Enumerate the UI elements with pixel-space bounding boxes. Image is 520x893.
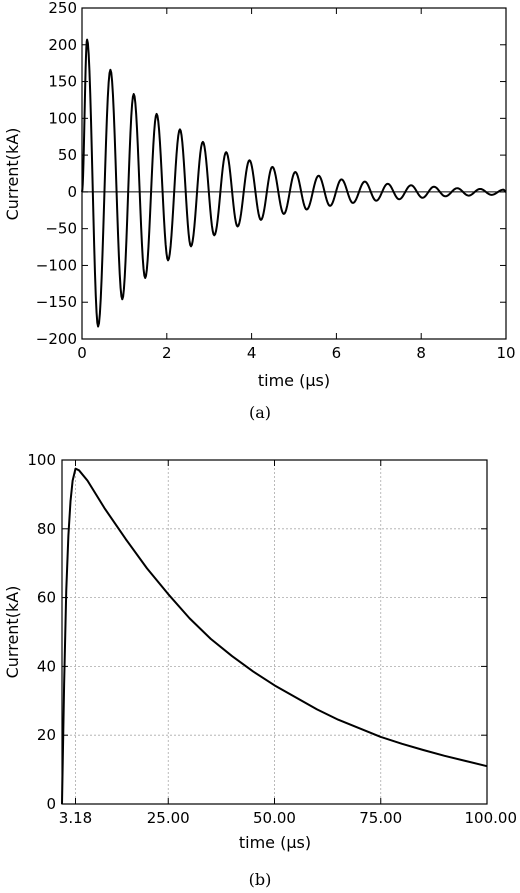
- chart-b-caption: (b): [249, 870, 272, 889]
- chart-b-xtick-label: 100.00: [465, 809, 518, 827]
- chart-a-ytick-label: 150: [48, 73, 77, 91]
- chart-b-ytick-label: 80: [37, 520, 56, 538]
- chart-b-xtick-label: 25.00: [147, 809, 190, 827]
- chart-a-ytick-label: −100: [36, 256, 77, 274]
- chart-b-series-line: [61, 467, 488, 805]
- chart-a-ticks: 0 2 4 6 8 10 −200 −150 −100 −50 0 50 100 150 200 250: [36, 0, 516, 362]
- chart-a-ytick-label: −200: [36, 330, 77, 348]
- chart-b-ytick-label: 20: [37, 726, 56, 744]
- chart-b-frame: [61, 459, 488, 805]
- chart-a-ytick-label: −50: [45, 220, 77, 238]
- chart-a-xtick-label: 0: [77, 344, 87, 362]
- chart-b-ticks: 3.18 25.00 50.00 75.00 100.00 0 20 40 60 80 100: [27, 451, 517, 827]
- chart-a-ytick-label: 200: [48, 36, 77, 54]
- chart-a-xtick-label: 8: [416, 344, 426, 362]
- chart-a-xtick-label: 10: [496, 344, 515, 362]
- chart-a-xtick-label: 4: [247, 344, 257, 362]
- chart-b-xtick-label: 50.00: [253, 809, 296, 827]
- chart-b-grid: [62, 460, 487, 804]
- chart-a-series-line: [81, 38, 507, 328]
- chart-b-ytick-label: 40: [37, 657, 56, 675]
- chart-b: 3.18 25.00 50.00 75.00 100.00 0 20 40 60 80 100 ti…: [3, 451, 517, 889]
- chart-a-ytick-label: 0: [67, 183, 77, 201]
- chart-a-ytick-label: −150: [36, 293, 77, 311]
- chart-b-ytick-label: 60: [37, 589, 56, 607]
- chart-b-ytick-label: 0: [46, 795, 56, 813]
- chart-a-xtick-label: 6: [332, 344, 342, 362]
- chart-b-ylabel: Current(kA): [3, 586, 22, 679]
- chart-a-ytick-label: 250: [48, 0, 77, 17]
- chart-a-ytick-label: 50: [58, 146, 77, 164]
- chart-b-ytick-label: 100: [27, 451, 56, 469]
- chart-a-xlabel: time (μs): [258, 371, 330, 390]
- chart-b-xtick-label: 3.18: [59, 809, 92, 827]
- chart-a-caption: (a): [249, 403, 271, 422]
- chart-a-plot-area: [81, 38, 507, 328]
- chart-a-ylabel: Current(kA): [3, 128, 22, 221]
- chart-a: 0 2 4 6 8 10 −200 −150 −100 −50 0 50 100 150 200 250 ti…: [3, 0, 516, 422]
- chart-a-xtick-label: 2: [162, 344, 172, 362]
- chart-a-frame: [81, 7, 507, 340]
- chart-b-xlabel: time (μs): [239, 833, 311, 852]
- chart-b-plot-area: [61, 467, 488, 805]
- chart-a-ytick-label: 100: [48, 109, 77, 127]
- chart-b-xtick-label: 75.00: [359, 809, 402, 827]
